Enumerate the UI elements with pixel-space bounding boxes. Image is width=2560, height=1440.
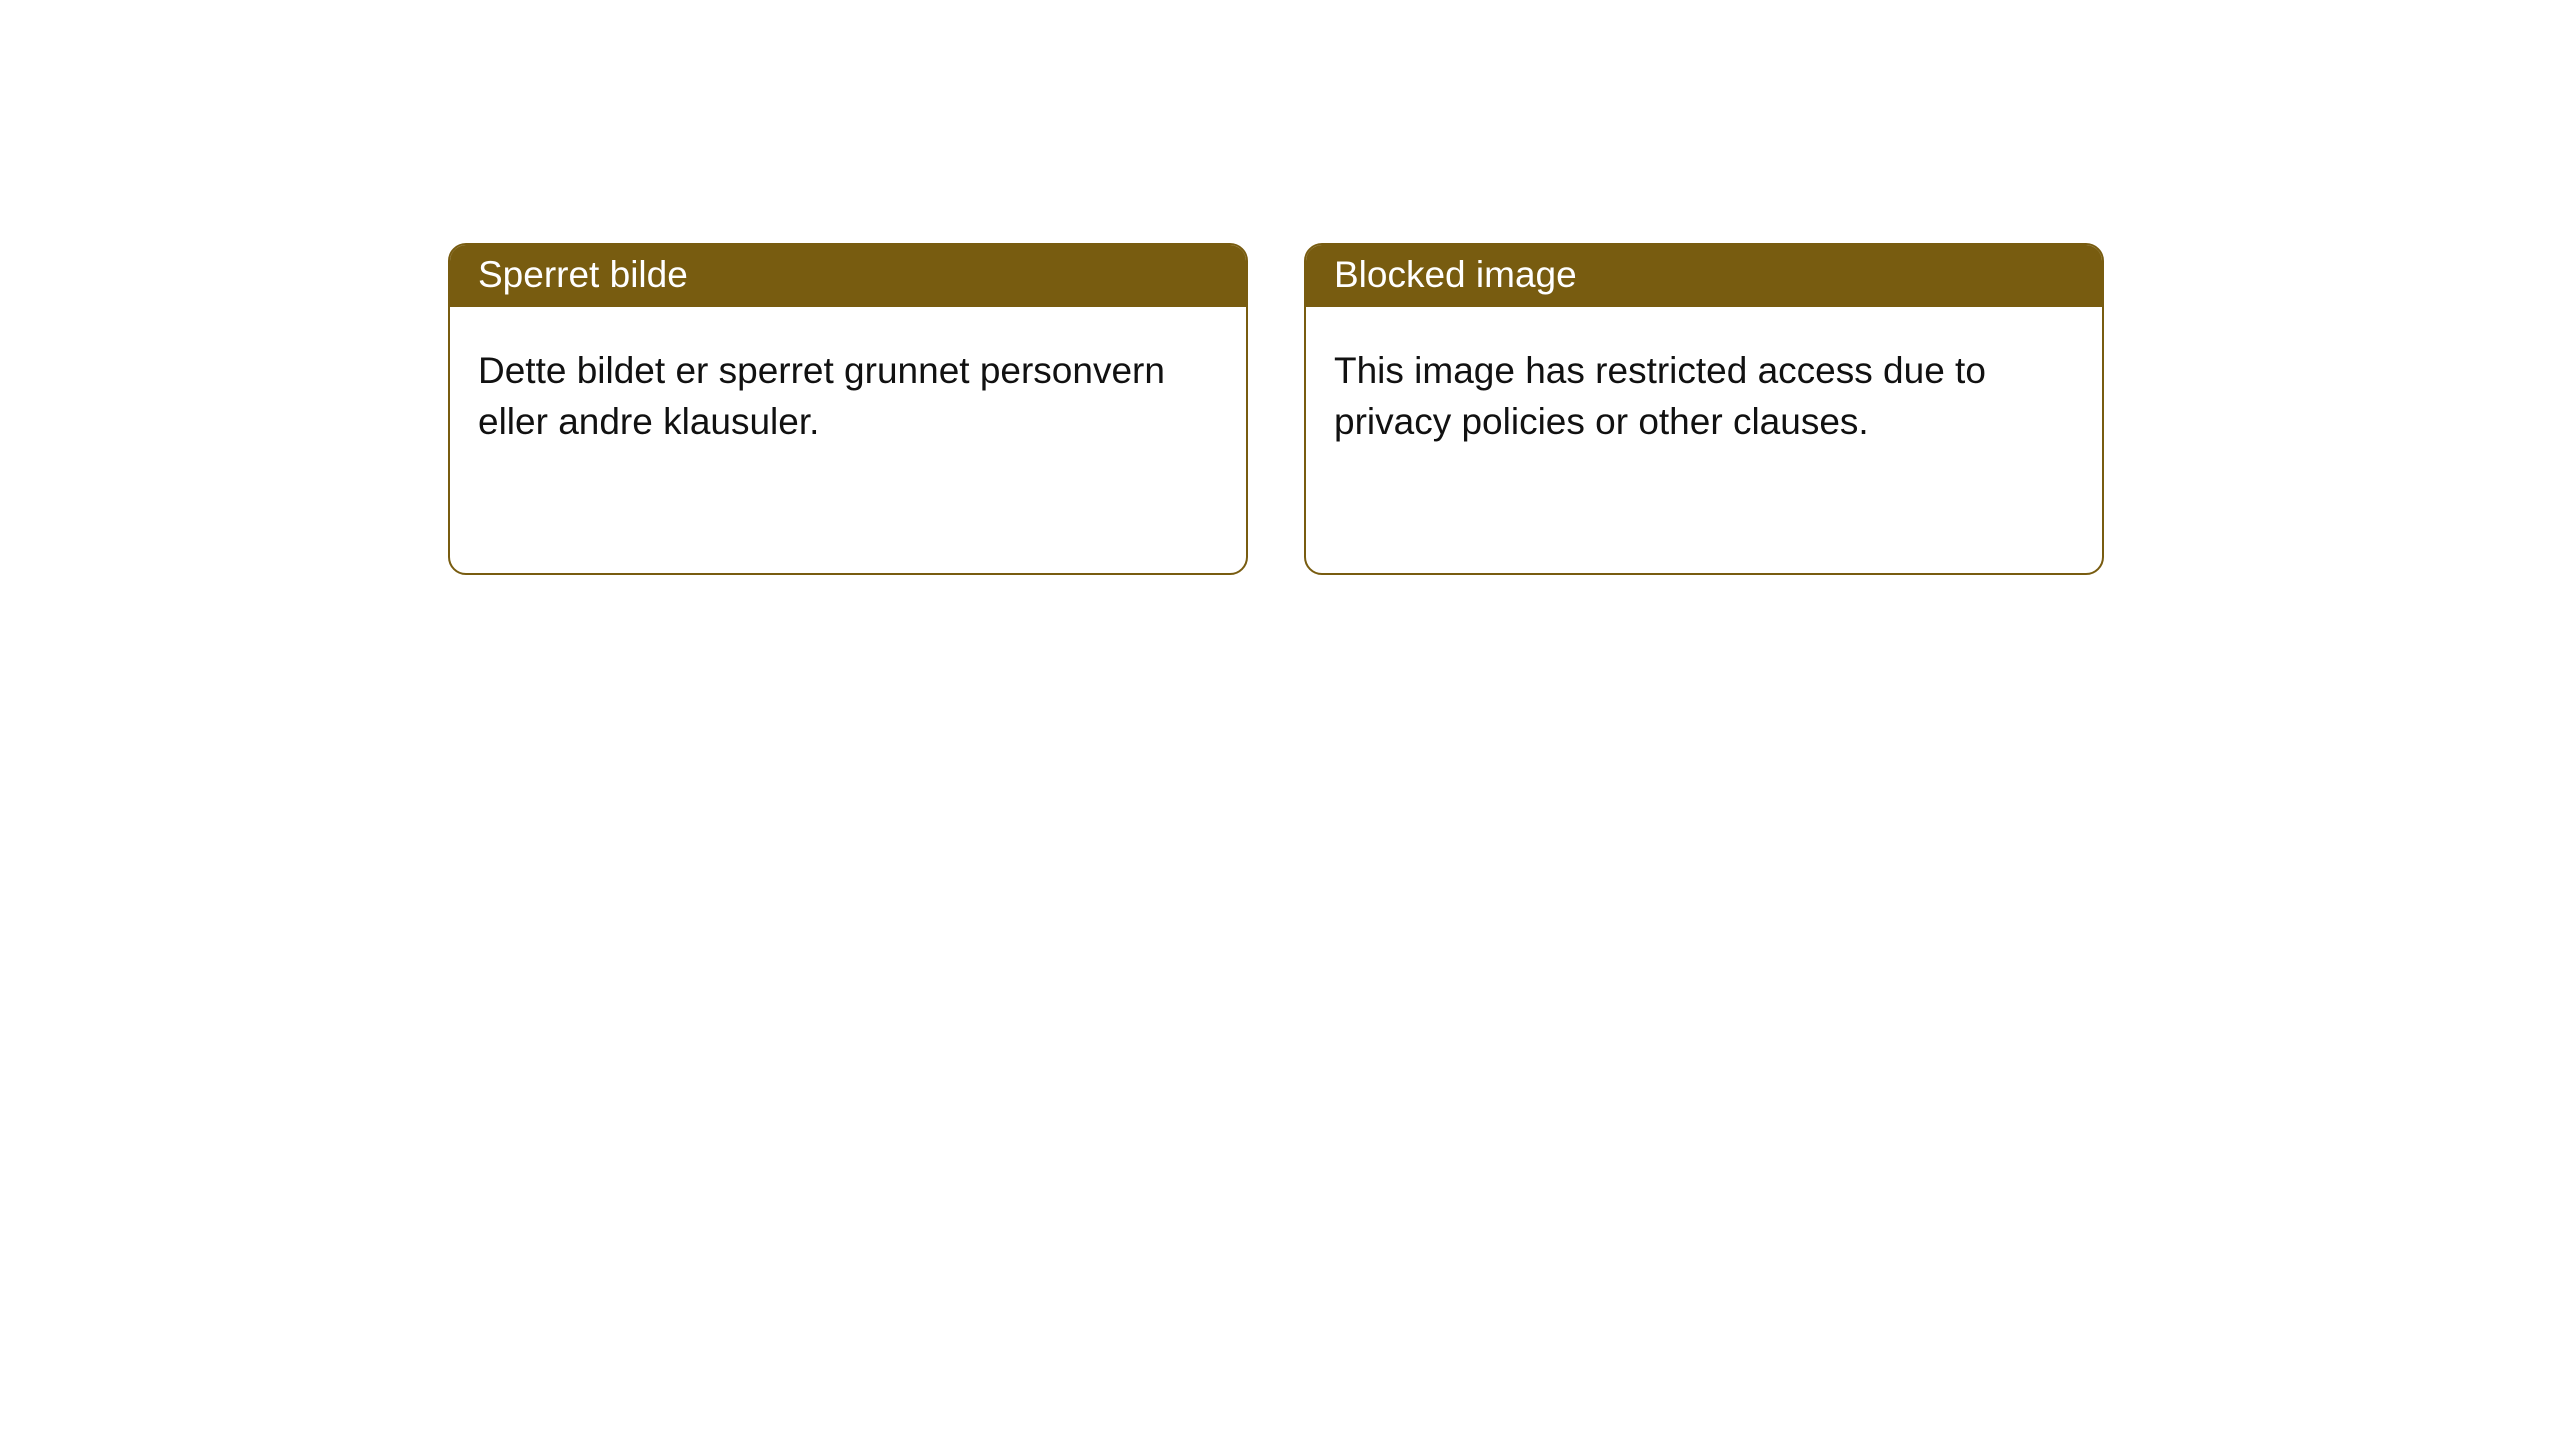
card-body-en: This image has restricted access due to … bbox=[1306, 307, 2102, 475]
blocked-image-card-en: Blocked image This image has restricted … bbox=[1304, 243, 2104, 575]
card-title-no: Sperret bilde bbox=[450, 245, 1246, 307]
card-body-no: Dette bildet er sperret grunnet personve… bbox=[450, 307, 1246, 475]
notice-container: Sperret bilde Dette bildet er sperret gr… bbox=[0, 0, 2560, 575]
blocked-image-card-no: Sperret bilde Dette bildet er sperret gr… bbox=[448, 243, 1248, 575]
card-title-en: Blocked image bbox=[1306, 245, 2102, 307]
